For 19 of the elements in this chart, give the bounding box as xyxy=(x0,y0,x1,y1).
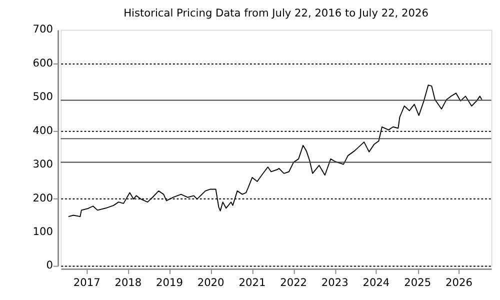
x-tick-label: 2026 xyxy=(445,277,473,290)
y-tick-label: 500 xyxy=(32,91,54,104)
x-tick-label: 2024 xyxy=(362,277,390,290)
x-tick-label: 2021 xyxy=(238,277,266,290)
x-tick-label: 2018 xyxy=(114,277,142,290)
x-tick-label: 2022 xyxy=(280,277,308,290)
x-tick-label: 2023 xyxy=(321,277,348,290)
x-tick-label: 2019 xyxy=(156,277,183,290)
y-tick-label: 200 xyxy=(32,192,54,204)
y-tick-label: 600 xyxy=(32,57,54,70)
x-tick-label: 2017 xyxy=(73,277,100,290)
x-tick-label: 2020 xyxy=(197,277,225,290)
y-tick-label: 100 xyxy=(32,226,54,238)
x-tick-label: 2025 xyxy=(404,277,432,290)
chart-title: Historical Pricing Data from July 22, 2016 to July 22, 2026 xyxy=(124,7,429,20)
y-tick-label: 700 xyxy=(32,24,54,36)
y-tick-label: 400 xyxy=(32,124,54,137)
y-tick-label: 300 xyxy=(32,158,54,171)
y-tick-label: 0 xyxy=(46,260,54,272)
